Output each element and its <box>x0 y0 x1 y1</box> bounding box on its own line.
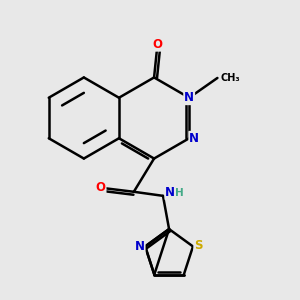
Text: CH₃: CH₃ <box>221 73 240 83</box>
Text: S: S <box>194 239 203 252</box>
Text: O: O <box>152 38 163 51</box>
Text: O: O <box>96 181 106 194</box>
Text: N: N <box>189 132 199 145</box>
Text: H: H <box>175 188 184 198</box>
Text: N: N <box>184 91 194 104</box>
Text: N: N <box>165 186 175 199</box>
Text: N: N <box>135 240 145 253</box>
